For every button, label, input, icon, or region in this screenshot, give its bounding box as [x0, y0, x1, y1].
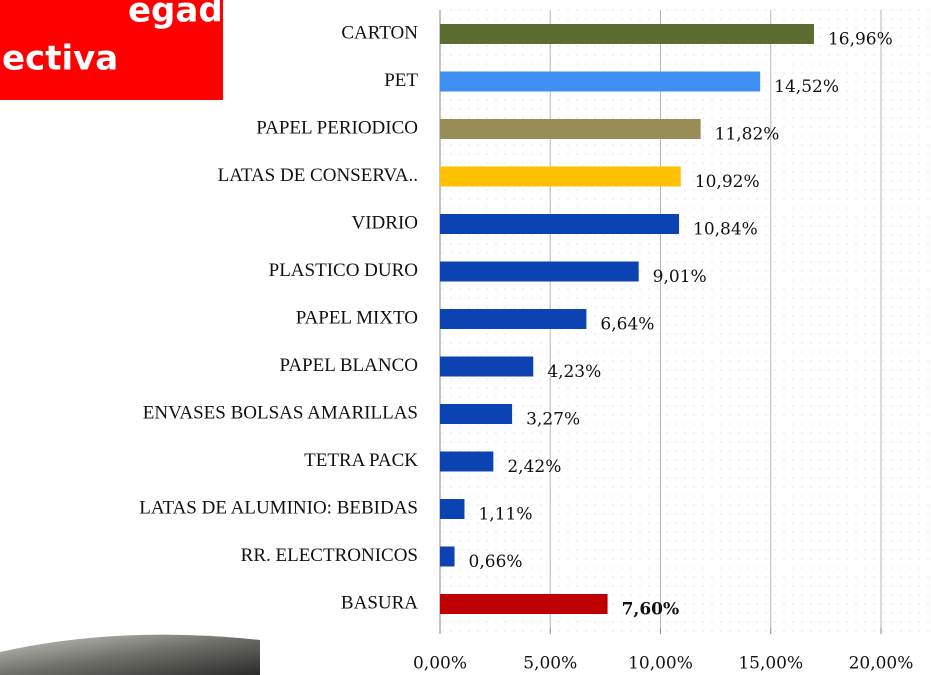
- category-label: PLASTICO DURO: [269, 260, 418, 281]
- category-label: PAPEL BLANCO: [280, 355, 418, 376]
- bar: [440, 166, 681, 187]
- banner-text: egado: [128, 0, 246, 31]
- bar: [440, 71, 761, 92]
- bar: [440, 214, 680, 234]
- category-label: VIDRIO: [352, 212, 419, 233]
- bar: [440, 499, 465, 519]
- category-label: LATAS DE CONSERVA..: [218, 165, 418, 186]
- bar: [440, 594, 608, 614]
- value-label: 10,92%: [695, 172, 760, 192]
- value-label: 3,27%: [526, 410, 580, 430]
- category-label: LATAS DE ALUMINIO: BEBIDAS: [139, 497, 418, 518]
- x-tick-label: 5,00%: [523, 654, 577, 674]
- bar: [440, 261, 639, 282]
- value-label: 7,60%: [622, 600, 680, 620]
- value-label: 4,23%: [547, 362, 601, 382]
- bar: [440, 24, 814, 44]
- category-label: BASURA: [341, 592, 418, 613]
- bar: [440, 451, 494, 472]
- category-label: PAPEL PERIODICO: [256, 117, 418, 138]
- value-label: 10,84%: [693, 220, 758, 240]
- value-label: 1,11%: [478, 505, 532, 525]
- x-tick-label: 15,00%: [738, 654, 803, 674]
- value-label: 14,52%: [774, 77, 839, 97]
- bar: [440, 546, 455, 567]
- category-label: CARTON: [341, 22, 418, 43]
- value-label: 0,66%: [469, 552, 523, 572]
- x-tick-label: 0,00%: [413, 654, 467, 674]
- banner-text: ectiva: [2, 39, 118, 79]
- bar: [440, 119, 701, 139]
- value-label: 6,64%: [600, 315, 654, 335]
- category-label: PET: [384, 70, 418, 91]
- bar: [440, 356, 534, 377]
- x-tick-label: 10,00%: [628, 654, 693, 674]
- banner: [0, 0, 223, 100]
- value-label: 9,01%: [653, 267, 707, 287]
- category-label: RR. ELECTRONICOS: [241, 545, 418, 566]
- value-label: 11,82%: [715, 125, 780, 145]
- category-label: TETRA PACK: [304, 450, 418, 471]
- bar: [440, 309, 587, 329]
- photo: [0, 634, 260, 675]
- bar: [440, 404, 513, 424]
- x-tick-label: 20,00%: [849, 654, 914, 674]
- category-label: PAPEL MIXTO: [296, 307, 418, 328]
- value-label: 16,96%: [828, 30, 893, 50]
- value-label: 2,42%: [507, 457, 561, 477]
- category-label: ENVASES BOLSAS AMARILLAS: [143, 402, 418, 423]
